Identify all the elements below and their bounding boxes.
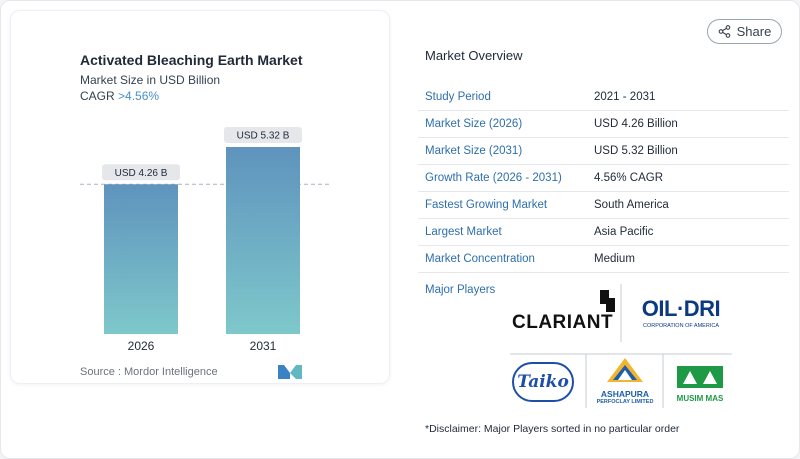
cagr-value: >4.56% (118, 89, 160, 103)
source-text: Source : Mordor Intelligence (80, 366, 218, 378)
overview-label: Largest Market (425, 226, 502, 238)
ashapura-subtitle: PERFOCLAY LIMITED (596, 399, 654, 405)
x-tick-label: 2026 (128, 339, 155, 353)
ashapura-emblem-icon (607, 358, 643, 382)
oildri-wordmark: OIL·DRI (641, 296, 721, 321)
chart-subtitle: Market Size in USD Billion (80, 73, 221, 87)
chart-card (10, 10, 390, 384)
overview-value: 4.56% CAGR (594, 172, 664, 184)
major-players-label: Major Players (425, 284, 496, 296)
overview-label: Market Size (2026) (425, 118, 523, 130)
chart-bar (226, 147, 300, 334)
chart-title: Activated Bleaching Earth Market (80, 52, 303, 68)
musim-mas-logo: MUSIM MAS (670, 366, 730, 403)
overview-label: Study Period (425, 91, 491, 103)
bar-chart: USD 4.26 B 2026 USD 5.32 B 2031 (80, 127, 330, 353)
data-label: USD 5.32 B (237, 131, 290, 142)
major-players-logos: CLARIANT OIL·DRI CORPORATION OF AMERICA … (510, 284, 732, 408)
clariant-wordmark: CLARIANT (512, 312, 614, 333)
ashapura-wordmark: ASHAPURA (600, 389, 650, 399)
share-label: Share (736, 24, 772, 39)
overview-row: Study Period 2021 - 2031 (418, 84, 789, 111)
overview-value: USD 4.26 Billion (594, 118, 678, 130)
cagr-text: CAGR >4.56% (80, 89, 159, 103)
clariant-mark-icon (606, 298, 615, 312)
clariant-logo: CLARIANT (512, 290, 617, 334)
musim-mas-wordmark: MUSIM MAS (676, 394, 724, 403)
disclaimer-text: *Disclaimer: Major Players sorted in no … (425, 423, 680, 435)
overview-row: Largest Market Asia Pacific (418, 219, 789, 246)
overview-row: Market Size (2031) USD 5.32 Billion (418, 138, 789, 165)
overview-row: Fastest Growing Market South America (418, 192, 789, 219)
chart-bar (104, 184, 178, 334)
overview-table: Study Period 2021 - 2031 Market Size (202… (418, 84, 789, 273)
ashapura-logo: ASHAPURA PERFOCLAY LIMITED (590, 356, 660, 405)
overview-value: 2021 - 2031 (594, 91, 656, 103)
overview-value: Asia Pacific (594, 226, 654, 238)
data-label-bg (102, 164, 180, 181)
data-label: USD 4.26 B (115, 168, 168, 179)
overview-label: Market Size (2031) (425, 145, 523, 157)
musim-mas-emblem-icon (677, 366, 723, 388)
data-label-bg (224, 127, 302, 143)
clariant-mark-icon (600, 290, 609, 304)
overview-row: Market Concentration Medium (418, 246, 789, 273)
oildri-subtitle: CORPORATION OF AMERICA (643, 323, 719, 329)
taiko-wordmark: Taiko (517, 372, 569, 392)
overview-value: USD 5.32 Billion (594, 145, 678, 157)
overview-row: Growth Rate (2026 - 2031) 4.56% CAGR (418, 165, 789, 192)
logo-grid-lines (510, 284, 732, 408)
taiko-logo: Taiko (512, 362, 574, 402)
overview-title: Market Overview (425, 48, 523, 63)
cagr-prefix: CAGR (80, 89, 119, 103)
overview-label: Growth Rate (2026 - 2031) (425, 172, 562, 184)
x-tick-label: 2031 (250, 339, 277, 353)
mordor-logo-icon (278, 365, 302, 379)
overview-value: South America (594, 199, 669, 211)
share-button[interactable]: Share (707, 19, 782, 44)
overview-label: Market Concentration (425, 253, 535, 265)
share-icon (718, 25, 730, 38)
overview-value: Medium (594, 253, 635, 265)
overview-row: Market Size (2026) USD 4.26 Billion (418, 111, 789, 138)
oildri-logo: OIL·DRI CORPORATION OF AMERICA (632, 296, 730, 329)
overview-label: Fastest Growing Market (425, 199, 548, 211)
